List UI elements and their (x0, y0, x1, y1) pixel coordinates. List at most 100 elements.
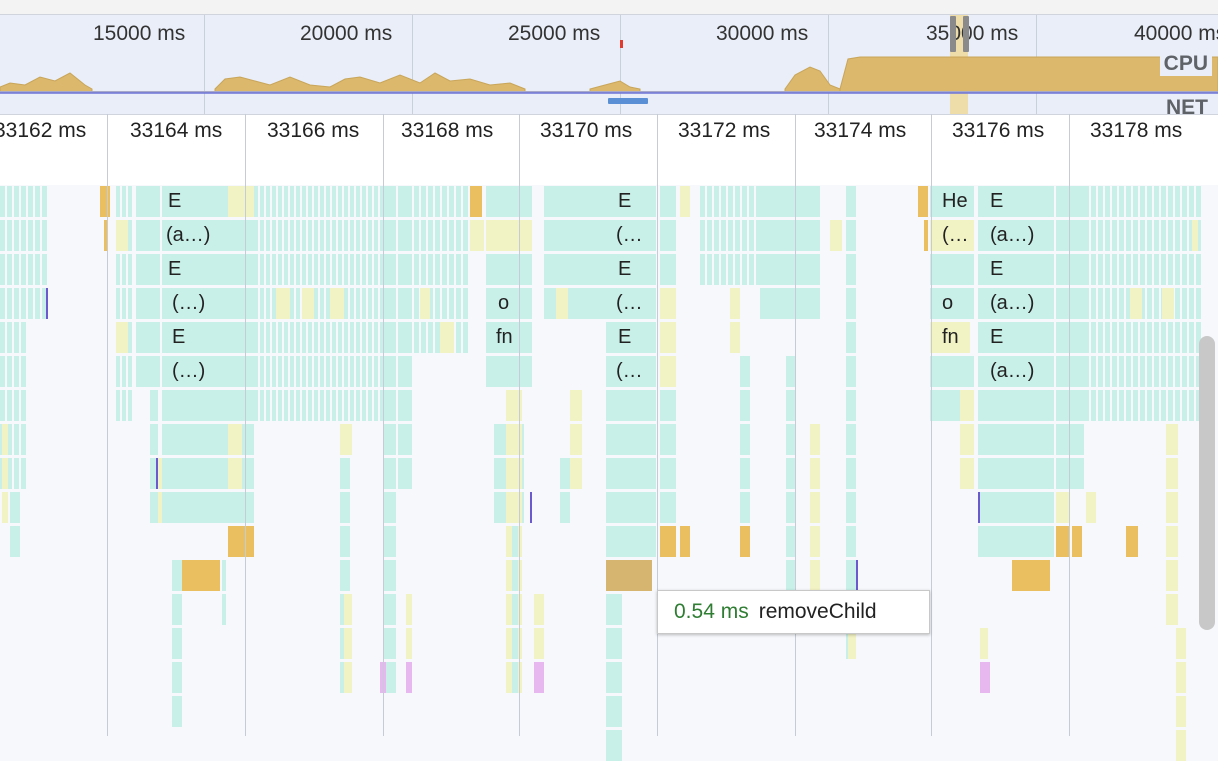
flame-event[interactable] (714, 186, 719, 217)
flame-event[interactable] (1084, 322, 1089, 353)
flame-event[interactable] (21, 458, 26, 489)
flame-event[interactable] (7, 254, 12, 285)
selection-handle-left[interactable] (950, 16, 956, 52)
flame-event[interactable] (449, 220, 454, 251)
flame-event[interactable] (512, 526, 518, 557)
flame-event[interactable] (374, 186, 378, 217)
flame-event[interactable] (740, 458, 750, 489)
flame-event[interactable] (302, 254, 306, 285)
flame-event[interactable] (1147, 322, 1152, 353)
flame-event[interactable] (290, 220, 294, 251)
flame-event[interactable] (290, 186, 294, 217)
flame-event[interactable] (810, 492, 820, 523)
flame-event[interactable] (1168, 254, 1173, 285)
flame-event[interactable] (296, 220, 300, 251)
flame-event[interactable] (442, 186, 447, 217)
flame-event[interactable] (302, 390, 306, 421)
flame-event[interactable] (1133, 390, 1138, 421)
flame-event[interactable] (326, 288, 330, 319)
flame-event[interactable] (266, 390, 270, 421)
flame-event[interactable] (1056, 492, 1070, 523)
flame-event[interactable] (846, 220, 856, 251)
flame-event[interactable] (272, 186, 276, 217)
flame-event[interactable] (254, 288, 258, 319)
flame-event[interactable] (1105, 356, 1110, 387)
flame-event[interactable] (332, 390, 336, 421)
flame-event[interactable] (1091, 356, 1096, 387)
flame-event[interactable] (222, 560, 226, 591)
flame-event[interactable] (486, 220, 532, 251)
flame-event[interactable] (606, 254, 656, 285)
flame-event[interactable] (846, 526, 856, 557)
flame-event[interactable] (344, 322, 348, 353)
flame-event[interactable] (749, 220, 754, 251)
flame-event[interactable] (1105, 390, 1110, 421)
flame-event[interactable] (810, 424, 820, 455)
flame-event[interactable] (290, 390, 294, 421)
flame-event[interactable] (428, 288, 433, 319)
flame-event[interactable] (14, 254, 19, 285)
flame-event[interactable] (1168, 390, 1173, 421)
flame-event[interactable] (332, 254, 336, 285)
flame-event[interactable] (786, 356, 796, 387)
flame-event[interactable] (560, 492, 570, 523)
flame-event[interactable] (384, 526, 390, 557)
flame-event[interactable] (1112, 390, 1117, 421)
flame-event[interactable] (420, 288, 430, 319)
flame-event[interactable] (760, 220, 820, 251)
flame-event[interactable] (1056, 254, 1084, 285)
flame-event[interactable] (1098, 288, 1103, 319)
flame-event[interactable] (2, 492, 8, 523)
flame-event[interactable] (390, 186, 396, 217)
flame-event[interactable] (414, 254, 419, 285)
flame-event[interactable] (302, 220, 306, 251)
flame-event[interactable] (1166, 594, 1178, 625)
flame-event[interactable] (340, 560, 350, 591)
flame-event[interactable] (1182, 356, 1187, 387)
flame-event[interactable] (1154, 356, 1159, 387)
flame-event[interactable] (362, 220, 366, 251)
flame-event-selected[interactable] (606, 560, 652, 591)
flame-event[interactable] (384, 254, 390, 285)
flame-event[interactable] (486, 356, 532, 387)
flame-event[interactable] (421, 322, 426, 353)
flame-event[interactable] (228, 220, 254, 251)
flame-event[interactable] (368, 322, 372, 353)
flame-event[interactable] (14, 424, 19, 455)
flame-event[interactable] (618, 662, 622, 693)
flame-event[interactable] (398, 390, 412, 421)
flame-event[interactable] (707, 254, 712, 285)
flame-event[interactable] (314, 322, 318, 353)
timeline-overview[interactable]: 15000 ms 20000 ms 25000 ms 30000 ms 35000 ms… (0, 0, 1218, 114)
flame-event[interactable] (606, 458, 656, 489)
flame-event[interactable] (374, 254, 378, 285)
flame-event[interactable] (254, 254, 258, 285)
flame-event[interactable] (1154, 220, 1159, 251)
flame-marker[interactable] (46, 288, 48, 319)
flame-event[interactable] (544, 220, 606, 251)
flame-marker[interactable] (978, 492, 980, 523)
flame-event[interactable] (980, 662, 990, 693)
flame-event[interactable] (421, 186, 426, 217)
flame-event[interactable] (384, 390, 390, 421)
flame-event[interactable] (35, 220, 40, 251)
flame-event[interactable] (1196, 390, 1201, 421)
flame-event[interactable] (1091, 288, 1096, 319)
flame-event[interactable] (930, 186, 974, 217)
flame-event[interactable] (735, 220, 740, 251)
flame-event[interactable] (356, 186, 360, 217)
flame-event[interactable] (978, 390, 1054, 421)
flame-event[interactable] (1105, 288, 1110, 319)
flame-event[interactable] (384, 322, 390, 353)
flame-event[interactable] (1147, 254, 1152, 285)
flame-event[interactable] (35, 254, 40, 285)
flame-event[interactable] (290, 356, 294, 387)
flame-event[interactable] (122, 356, 126, 387)
flame-event[interactable] (314, 356, 318, 387)
flame-event[interactable] (1161, 390, 1166, 421)
flame-event[interactable] (368, 220, 372, 251)
flame-marker[interactable] (156, 458, 158, 489)
flame-event[interactable] (42, 288, 47, 319)
flame-event[interactable] (960, 424, 974, 455)
flame-event[interactable] (158, 458, 162, 489)
